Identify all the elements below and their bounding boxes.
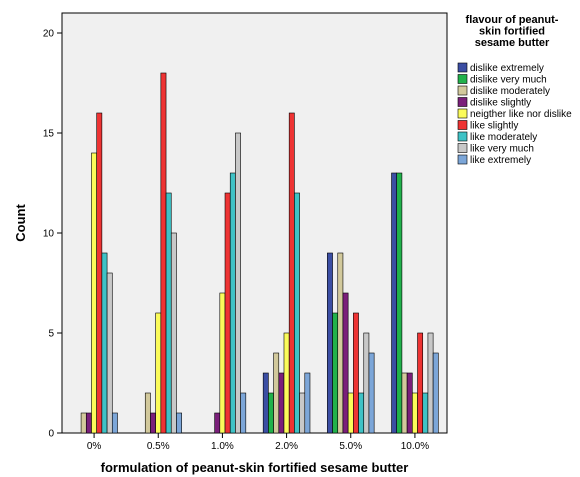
legend-title-line-3: sesame butter xyxy=(475,37,550,49)
bar-like-very-much-10.0% xyxy=(427,332,434,434)
bar-like-extremely-2.0% xyxy=(304,372,311,434)
x-tick-label: 1.0% xyxy=(211,441,234,452)
x-tick-label: 5.0% xyxy=(339,441,362,452)
bar-like-slightly-2.0% xyxy=(288,112,295,434)
y-tick-label: 10 xyxy=(43,229,55,240)
bar-dislike-extremely-10.0% xyxy=(391,172,398,434)
bar-like-very-much-1.0% xyxy=(235,132,241,434)
bar-neigther-like-nor-dislike-0.5% xyxy=(155,312,162,434)
bar-like-very-much-0% xyxy=(106,272,113,434)
bar-neigther-like-nor-dislike-10.0% xyxy=(412,392,418,434)
bar-like-moderately-10.0% xyxy=(422,392,429,434)
bar-neigther-like-nor-dislike-2.0% xyxy=(283,332,290,434)
bar-like-very-much-2.0% xyxy=(299,392,306,434)
legend-label: neigther like nor dislike xyxy=(470,109,572,120)
bar-dislike-very-much-10.0% xyxy=(396,172,403,434)
bar-like-very-much-5.0% xyxy=(363,332,370,434)
bar-like-moderately-0.5% xyxy=(165,192,172,434)
x-axis: 0% 0.5% 1.0% 2.0% 5.0% 10.0% xyxy=(87,433,429,452)
bar-like-slightly-1.0% xyxy=(224,192,231,434)
bar-like-extremely-0% xyxy=(111,412,118,434)
legend-swatch xyxy=(457,143,468,153)
x-axis-title: formulation of peanut-skin fortified ses… xyxy=(101,460,409,475)
y-tick-label: 15 xyxy=(43,129,55,140)
bar-dislike-slightly-10.0% xyxy=(406,372,413,434)
bar-like-moderately-2.0% xyxy=(294,192,300,434)
legend-swatch xyxy=(457,85,468,96)
bar-like-extremely-5.0% xyxy=(368,352,375,434)
legend-swatch xyxy=(457,120,468,130)
bar-like-slightly-0.5% xyxy=(160,72,167,434)
bar-dislike-very-much-2.0% xyxy=(268,392,274,434)
bar-dislike-very-much-5.0% xyxy=(332,312,339,434)
legend-swatch xyxy=(457,97,468,107)
legend-label: like extremely xyxy=(470,155,531,166)
legend-label: dislike slightly xyxy=(470,98,531,109)
legend-label: dislike extremely xyxy=(470,63,544,74)
legend: flavour of peanut- skin fortified sesame… xyxy=(457,14,572,166)
bar-dislike-moderately-0.5% xyxy=(144,392,151,434)
bar-like-slightly-0% xyxy=(96,112,103,434)
x-tick-label: 0% xyxy=(87,441,102,452)
x-tick-label: 10.0% xyxy=(401,441,429,452)
bar-neigther-like-nor-dislike-5.0% xyxy=(347,392,354,434)
bar-like-extremely-10.0% xyxy=(432,352,439,434)
y-tick-label: 0 xyxy=(48,429,54,440)
bar-like-extremely-1.0% xyxy=(240,392,247,434)
y-axis-title: Count xyxy=(13,204,28,242)
bar-like-moderately-0% xyxy=(101,252,108,434)
legend-swatch xyxy=(457,62,468,73)
bar-dislike-moderately-10.0% xyxy=(401,372,408,434)
bar-neigther-like-nor-dislike-1.0% xyxy=(219,292,226,434)
bar-dislike-slightly-1.0% xyxy=(214,412,221,434)
legend-swatch xyxy=(457,131,468,142)
bar-dislike-extremely-2.0% xyxy=(262,372,269,434)
x-tick-label: 2.0% xyxy=(275,441,298,452)
bar-dislike-moderately-5.0% xyxy=(337,252,344,434)
bars-group xyxy=(80,72,439,434)
bar-like-slightly-5.0% xyxy=(353,312,359,434)
y-axis: 0 5 10 15 20 xyxy=(43,29,62,440)
bar-dislike-slightly-0.5% xyxy=(150,412,156,434)
y-tick-label: 5 xyxy=(48,329,54,340)
bar-dislike-slightly-5.0% xyxy=(342,292,349,434)
bar-dislike-moderately-2.0% xyxy=(273,352,280,434)
bar-like-moderately-5.0% xyxy=(358,392,365,434)
legend-label: dislike moderately xyxy=(470,86,550,97)
bar-like-moderately-1.0% xyxy=(229,172,236,434)
bar-like-extremely-0.5% xyxy=(176,412,182,434)
legend-label: like slightly xyxy=(470,121,518,132)
bar-neigther-like-nor-dislike-0% xyxy=(91,152,97,434)
legend-swatch xyxy=(457,108,468,119)
y-tick-label: 20 xyxy=(43,29,55,40)
x-tick-label: 0.5% xyxy=(147,441,170,452)
legend-swatch xyxy=(457,74,468,84)
legend-title-line-2: skin fortified xyxy=(479,26,545,38)
plot-area xyxy=(61,12,448,434)
bar-dislike-extremely-5.0% xyxy=(327,252,333,434)
legend-label: like moderately xyxy=(470,132,537,143)
bar-like-slightly-10.0% xyxy=(417,332,424,434)
bar-dislike-slightly-2.0% xyxy=(278,372,285,434)
bar-dislike-slightly-0% xyxy=(85,412,92,434)
legend-swatch xyxy=(457,154,468,165)
bar-dislike-moderately-0% xyxy=(80,412,87,434)
legend-title-line-1: flavour of peanut- xyxy=(466,14,559,26)
legend-label: dislike very much xyxy=(470,75,547,86)
legend-label: like very much xyxy=(470,144,534,155)
bar-like-very-much-0.5% xyxy=(170,232,177,434)
